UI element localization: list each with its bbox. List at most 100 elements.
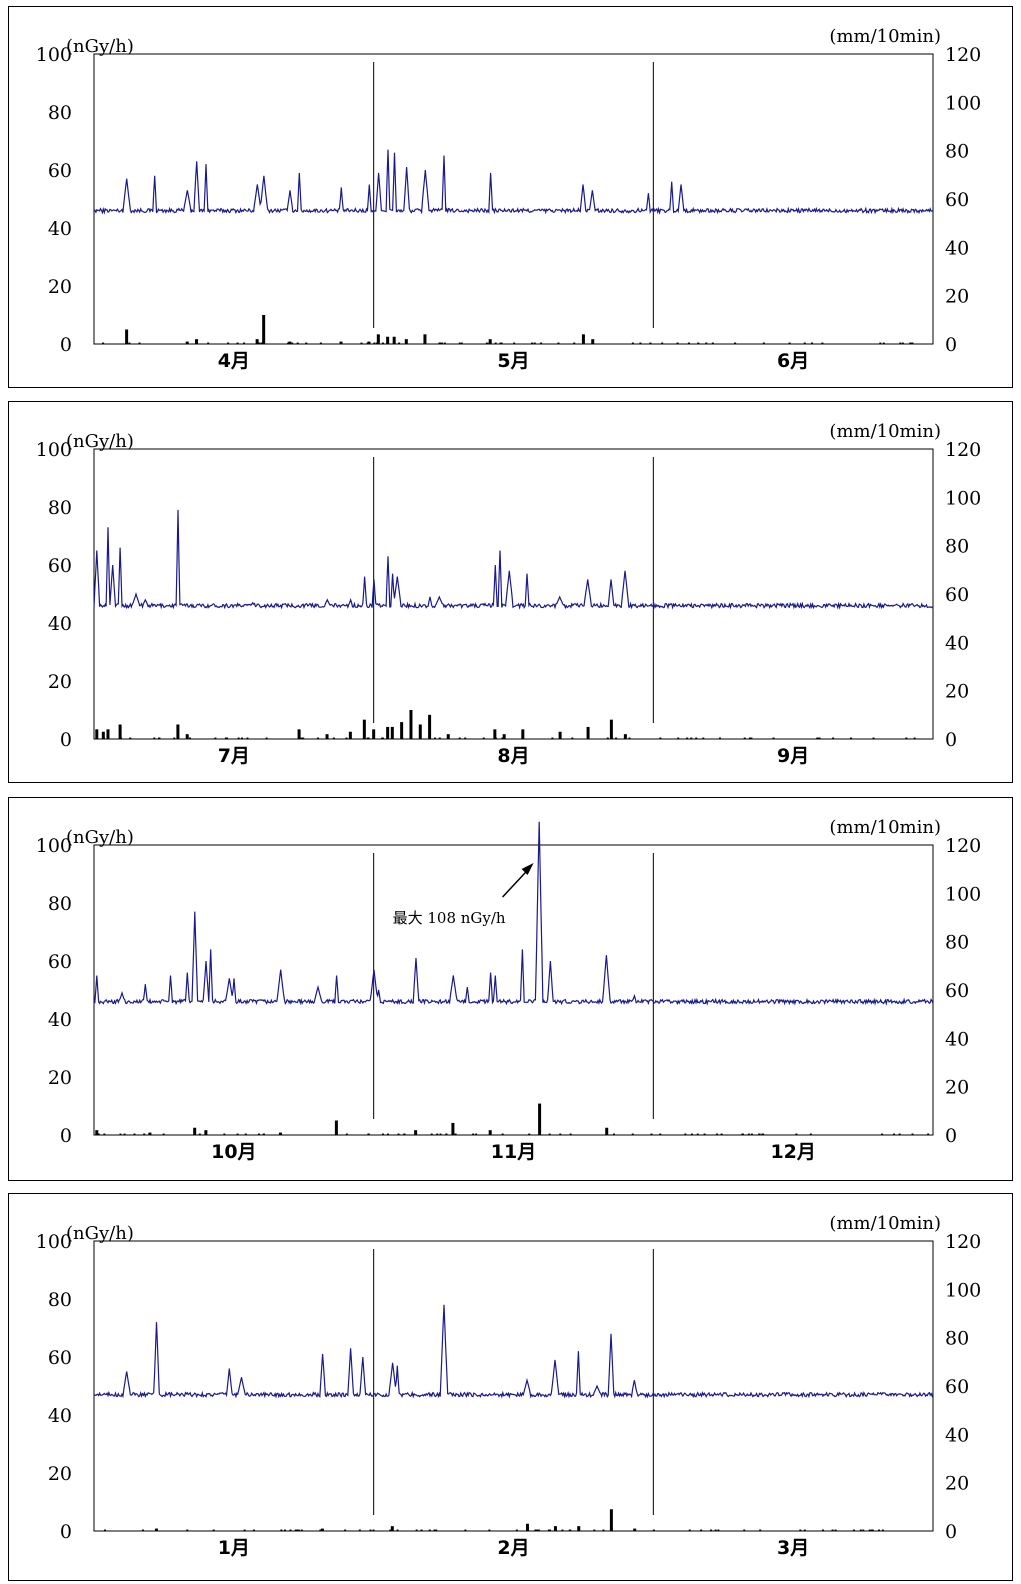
rain-bar [291,342,294,344]
month-label: 7月 [218,745,250,767]
rain-bar [439,1133,442,1135]
month-label: 8月 [497,745,529,767]
left-tick-label: 80 [48,102,72,124]
right-tick-label: 0 [945,334,957,356]
rain-bar [494,342,497,344]
rain-bar [834,1529,837,1531]
rain-bar [821,342,824,344]
dose-rate-series [93,149,934,215]
left-tick-label: 0 [60,1521,72,1543]
month-label: 9月 [777,745,809,767]
rain-bar [367,1133,370,1135]
rain-bar [398,342,401,344]
rain-bar [762,342,765,344]
right-tick-label: 20 [945,1077,969,1099]
rain-bar [138,342,141,344]
rain-bar [95,729,99,739]
right-tick-label: 40 [945,237,969,259]
left-axis-unit: (nGy/h) [66,36,134,57]
chart-jan-mar: 100 80 60 40 20 0 120 100 80 60 40 20 0 (nGy/h) (mm/10… [36,1213,982,1559]
rain-bar [714,1529,717,1531]
rain-bar [241,737,244,739]
rain-bar [501,1133,504,1135]
rain-bar [369,1529,372,1531]
rain-bar [297,729,301,739]
rain-bar [557,342,560,344]
rain-bar [188,737,191,739]
rain-bar [435,1529,438,1531]
chart-panel-apr-jun: 100 80 60 40 20 0 120 100 80 60 40 20 0 (nGy/h) (mm/10… [8,6,1013,388]
rain-bar [911,1133,914,1135]
rain-bar [661,342,664,344]
rain-bar [125,329,129,344]
rain-bar [591,339,595,344]
rain-bar [748,737,751,739]
left-tick-label: 20 [48,1067,72,1089]
month-label: 4月 [218,350,250,372]
rain-bar [404,339,408,344]
rain-bar [339,341,343,344]
rain-bar [143,1133,146,1135]
left-axis-unit: (nGy/h) [66,1223,134,1244]
rain-bar [609,1509,613,1531]
rain-bar [173,737,176,739]
rain-bar [690,1133,693,1135]
rain-bar [537,1529,540,1531]
rain-bar [381,342,384,344]
rain-bar [533,342,536,344]
rain-bar [688,1529,691,1531]
rain-bar [697,342,700,344]
rain-bar [262,315,266,344]
right-tick-label: 100 [945,883,981,905]
rain-bar [631,1133,634,1135]
rain-bar [659,1133,662,1135]
rain-bar [881,1529,884,1531]
right-tick-label: 100 [945,92,981,114]
rain-bar [809,1133,812,1135]
rain-bar [586,726,590,739]
rain-bar [454,1133,457,1135]
left-tick-label: 60 [48,160,72,182]
right-tick-label: 120 [945,835,981,857]
rain-bar [700,1529,703,1531]
rain-bar [905,737,908,739]
chart-apr-jun: 100 80 60 40 20 0 120 100 80 60 40 20 0 (nGy/h) (mm/10… [36,26,982,372]
left-tick-label: 0 [60,334,72,356]
left-tick-label: 60 [48,951,72,973]
left-tick-label: 20 [48,671,72,693]
rain-bar [244,1133,247,1135]
right-tick-label: 40 [945,1424,969,1446]
rain-bar [414,1130,418,1135]
rain-bar [547,1529,550,1531]
right-axis-unit: (mm/10min) [829,421,941,442]
rain-bar [717,1529,720,1531]
rain-bar [868,1529,871,1531]
rain-bar [438,342,441,344]
rain-bar [212,1529,215,1531]
rain-bar [569,1133,572,1135]
rain-bar [246,737,249,739]
rain-bar [214,737,217,739]
annotation-arrow-shaft [502,867,531,898]
left-tick-label: 80 [48,497,72,519]
rain-bar [255,339,259,344]
rain-bar [538,1103,542,1135]
rain-bar [446,734,450,739]
right-tick-label: 20 [945,681,969,703]
rain-bar [810,342,813,344]
rain-bar [571,737,574,739]
rain-bar [443,342,446,344]
plot-frame [93,53,934,345]
right-tick-label: 20 [945,286,969,308]
rain-bar [428,714,432,739]
left-tick-label: 100 [36,835,72,857]
rain-bar [676,342,679,344]
rain-bar [325,734,329,739]
rain-bar [389,1529,392,1531]
plot-frame [93,448,934,740]
right-axis-unit: (mm/10min) [829,817,941,838]
rain-bar [488,1130,492,1135]
rain-bar [396,1529,399,1531]
left-axis-unit: (nGy/h) [66,431,134,452]
rain-bar [428,1529,431,1531]
